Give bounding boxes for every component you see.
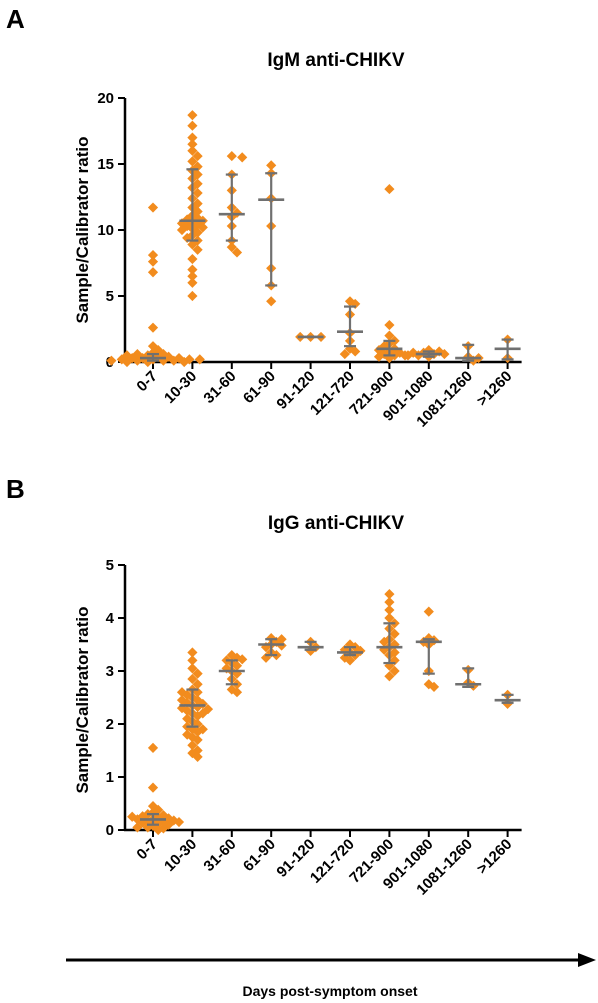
y-tick-label: 15: [97, 156, 114, 173]
x-tick-label: 31-60: [200, 368, 239, 407]
panel-letter-a: A: [6, 4, 25, 34]
data-point: [121, 350, 133, 361]
data-point: [384, 330, 395, 341]
data-point: [194, 354, 205, 365]
data-point: [147, 202, 159, 213]
y-tick-label: 4: [106, 610, 115, 627]
y-axis-label-igg: Sample/Calibrator ratio: [73, 606, 92, 793]
data-point: [132, 348, 143, 360]
x-tick-label: 10-30: [161, 836, 200, 875]
data-point: [384, 319, 395, 331]
data-point: [344, 655, 356, 666]
data-point: [231, 247, 243, 258]
data-point: [192, 244, 203, 255]
x-tick-label: 31-60: [200, 836, 239, 875]
y-axis-label-igm: Sample/Calibrator ratio: [73, 136, 92, 323]
time-arrow: [66, 953, 596, 967]
x-tick-label: 10-30: [161, 368, 200, 407]
data-point: [142, 356, 153, 368]
chart-igg: IgG anti-CHIKV Sample/Calibrator ratio 0…: [73, 513, 522, 899]
data-point: [389, 665, 400, 677]
y-tick-label: 2: [106, 716, 114, 733]
data-point: [187, 290, 198, 302]
data-point: [187, 120, 198, 131]
data-point: [187, 139, 198, 150]
y-tick-label: 5: [106, 557, 114, 574]
x-tick-label: >1260: [474, 836, 516, 878]
data-point: [192, 150, 203, 162]
panel-letter-b: B: [6, 474, 25, 504]
data-point: [428, 681, 440, 692]
data-point: [187, 277, 198, 288]
data-point: [384, 612, 395, 624]
y-tick-label: 10: [97, 222, 114, 239]
data-point: [168, 355, 179, 366]
data-point: [147, 742, 159, 753]
data-point: [379, 636, 390, 647]
data-point: [121, 356, 133, 368]
data-point: [226, 150, 237, 162]
data-point: [187, 663, 198, 674]
time-arrow-head: [578, 953, 596, 967]
data-point: [147, 256, 159, 267]
x-axis-label: Days post-symptom onset: [242, 983, 417, 999]
data-point: [147, 322, 159, 333]
data-point: [187, 253, 198, 265]
data-point: [266, 296, 277, 307]
data-point: [147, 249, 159, 261]
data-point: [176, 695, 188, 706]
y-tick-label: 20: [97, 90, 114, 107]
data-point: [231, 660, 243, 671]
data-point: [439, 348, 450, 360]
data-point: [187, 110, 198, 121]
data-point: [197, 222, 208, 233]
data-point: [237, 152, 248, 163]
y-tick-label: 5: [106, 288, 114, 305]
data-point: [192, 668, 203, 679]
data-point: [350, 346, 361, 357]
data-point: [384, 604, 395, 616]
chart-title-igm: IgM anti-CHIKV: [267, 50, 405, 71]
data-point: [132, 822, 143, 833]
x-tick-label: >1260: [474, 368, 516, 410]
data-point: [384, 589, 395, 600]
data-point: [147, 782, 159, 793]
data-point: [384, 183, 395, 195]
chart-igm: IgM anti-CHIKV Sample/Calibrator ratio 0…: [73, 50, 522, 431]
data-point: [176, 224, 188, 236]
x-tick-label: 0-7: [133, 836, 160, 863]
data-point: [231, 687, 243, 698]
y-tick-label: 3: [106, 663, 114, 680]
x-tick-label: 0-7: [133, 368, 160, 395]
data-point: [384, 671, 395, 682]
data-point: [226, 242, 237, 253]
data-point: [384, 597, 395, 608]
data-point: [389, 628, 400, 639]
data-point: [127, 811, 138, 822]
y-tick-label: 1: [106, 769, 114, 786]
data-point: [192, 734, 203, 745]
data-point: [423, 606, 434, 617]
data-point: [389, 647, 400, 658]
chart-title-igg: IgG anti-CHIKV: [268, 513, 404, 534]
data-point: [176, 687, 188, 698]
data-point: [373, 351, 385, 362]
data-point: [147, 267, 159, 278]
data-point: [153, 824, 164, 836]
y-tick-label: 0: [106, 822, 114, 839]
data-point: [402, 350, 414, 361]
data-point: [197, 708, 208, 719]
